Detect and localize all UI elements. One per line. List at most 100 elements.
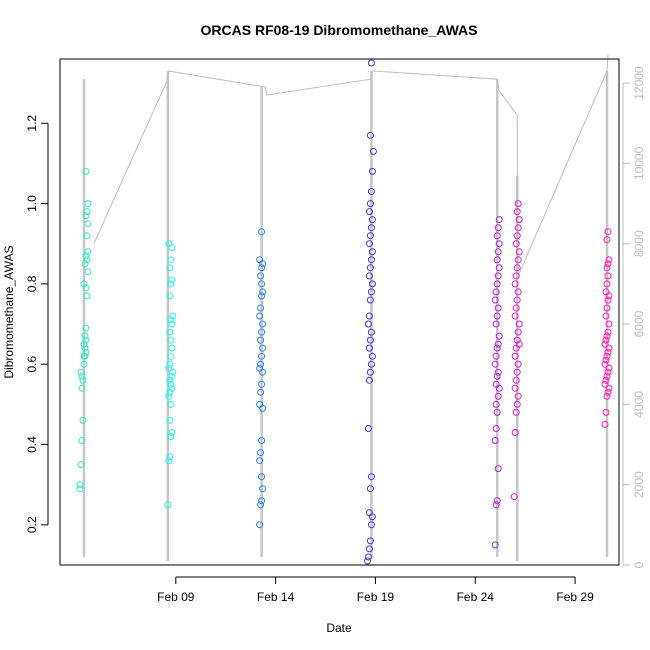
data-point	[605, 256, 613, 264]
data-point	[602, 356, 610, 364]
data-point	[167, 336, 175, 344]
data-point	[368, 216, 376, 224]
data-point	[495, 332, 503, 340]
x-tick-label: Feb 09	[157, 590, 195, 604]
data-point	[166, 388, 174, 396]
data-point	[84, 200, 92, 208]
data-point	[366, 131, 374, 139]
data-point	[513, 232, 521, 240]
data-point	[604, 272, 612, 280]
data-point	[366, 368, 374, 376]
data-point	[604, 348, 612, 356]
data-point	[492, 288, 500, 296]
data-point	[167, 256, 175, 264]
data-point	[492, 501, 500, 509]
data-point	[513, 400, 521, 408]
data-point	[494, 340, 502, 348]
data-point	[601, 360, 609, 368]
data-point	[258, 380, 266, 388]
data-point	[366, 296, 374, 304]
data-point	[258, 352, 266, 360]
data-point	[604, 228, 612, 236]
data-point	[258, 264, 266, 272]
data-point	[515, 216, 523, 224]
data-point	[366, 485, 374, 493]
data-point	[165, 240, 173, 248]
data-point	[80, 280, 88, 288]
data-point	[511, 384, 519, 392]
data-point	[511, 429, 519, 436]
data-point	[164, 501, 172, 509]
data-point	[256, 312, 264, 320]
data-point	[602, 288, 610, 296]
series-RF18	[510, 200, 523, 501]
data-point	[167, 352, 175, 360]
data-point	[515, 320, 523, 328]
data-point	[602, 408, 610, 416]
data-point	[167, 280, 175, 288]
series-RF08	[76, 167, 92, 493]
data-point	[494, 368, 502, 376]
y2-tick-label: 12000	[632, 66, 646, 100]
data-point	[494, 224, 502, 232]
y-axis-right: 0 2000 4000 6000 8000 10000 12000	[622, 66, 646, 568]
series-RF13	[364, 59, 377, 565]
data-point	[166, 360, 174, 368]
data-point	[603, 236, 611, 244]
data-point	[604, 388, 612, 396]
series-RF17	[491, 216, 503, 549]
y-tick-label: 0.6	[25, 356, 39, 373]
data-point	[367, 256, 375, 264]
data-point	[604, 328, 612, 336]
data-point	[511, 280, 519, 288]
data-point	[84, 268, 92, 276]
data-point	[603, 264, 611, 272]
x-axis-label: Date	[326, 621, 352, 635]
data-point	[366, 232, 374, 240]
data-point	[601, 380, 609, 388]
data-point	[259, 485, 267, 493]
data-point	[493, 312, 501, 320]
data-point	[513, 336, 521, 344]
data-point	[166, 264, 174, 272]
data-point	[78, 437, 86, 444]
data-point	[367, 360, 375, 368]
data-point	[514, 224, 522, 232]
data-point	[166, 376, 174, 384]
y2-tick-label: 0	[632, 561, 646, 568]
series-RF09	[164, 240, 177, 509]
data-point	[166, 453, 174, 461]
data-point	[78, 372, 86, 380]
data-point	[494, 465, 502, 473]
data-point	[167, 380, 175, 388]
data-point	[493, 232, 501, 240]
data-point	[79, 376, 87, 384]
data-point	[165, 364, 173, 372]
data-point	[493, 280, 501, 288]
y-tick-label: 0.2	[25, 516, 39, 533]
data-point	[513, 264, 521, 272]
data-point	[365, 344, 373, 352]
x-tick-label: Feb 19	[357, 590, 395, 604]
data-point	[495, 264, 503, 272]
data-point	[368, 280, 376, 288]
data-point	[603, 372, 611, 380]
data-point	[514, 288, 522, 296]
data-point	[76, 481, 84, 489]
data-point	[511, 352, 519, 360]
data-point	[495, 216, 503, 224]
data-point	[492, 380, 500, 388]
series-RF19	[601, 228, 613, 428]
data-point	[514, 392, 522, 400]
data-point	[165, 457, 173, 465]
data-point	[258, 292, 266, 300]
data-point	[257, 501, 265, 509]
data-point	[257, 272, 265, 280]
data-point	[79, 416, 87, 424]
data-point	[365, 312, 373, 320]
data-point	[365, 376, 373, 384]
data-point	[601, 420, 609, 428]
data-point	[82, 167, 90, 175]
data-point	[82, 324, 90, 332]
